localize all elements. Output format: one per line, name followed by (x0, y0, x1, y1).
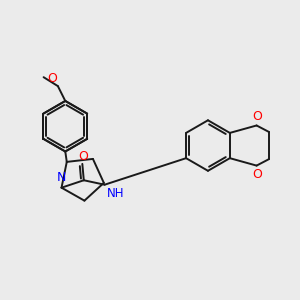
Text: N: N (57, 171, 66, 184)
Text: NH: NH (106, 187, 124, 200)
Text: O: O (252, 110, 262, 123)
Text: O: O (252, 168, 262, 181)
Text: O: O (48, 72, 58, 85)
Text: O: O (78, 150, 88, 163)
